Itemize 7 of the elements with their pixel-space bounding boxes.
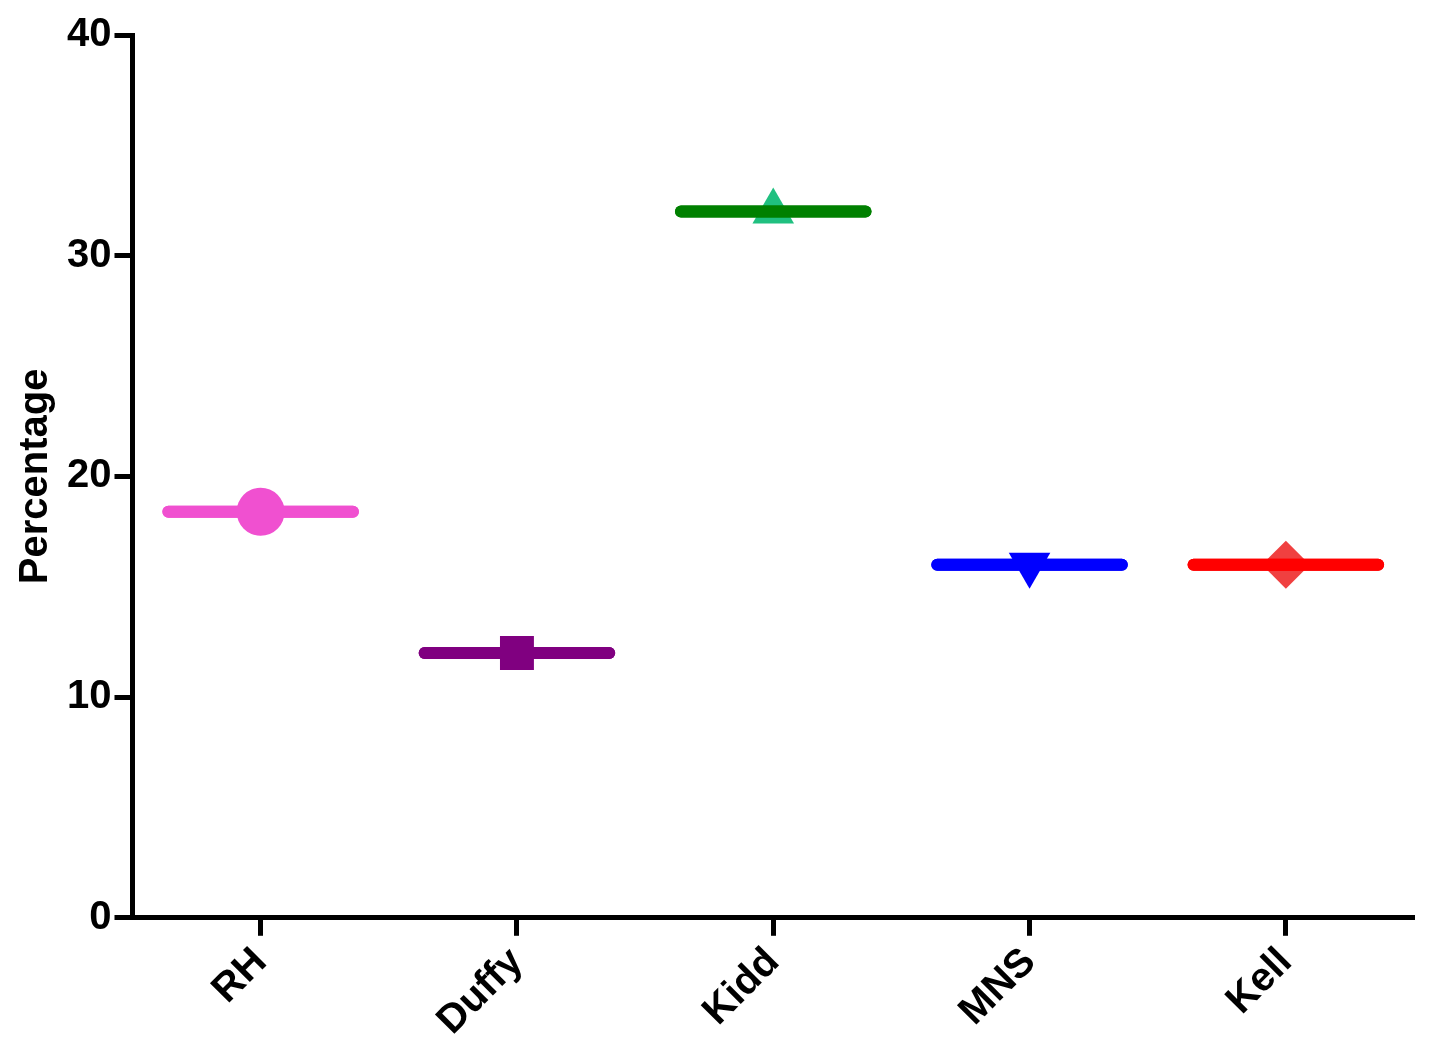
y-tick-label: 0 xyxy=(89,892,112,937)
y-axis-title: Percentage xyxy=(11,368,56,585)
x-tick-label: RH xyxy=(202,938,275,1011)
y-tick-label: 10 xyxy=(66,672,112,717)
y-tick-label: 20 xyxy=(66,451,112,496)
y-tick-label: 30 xyxy=(66,230,112,275)
y-tick-label: 40 xyxy=(66,10,112,55)
